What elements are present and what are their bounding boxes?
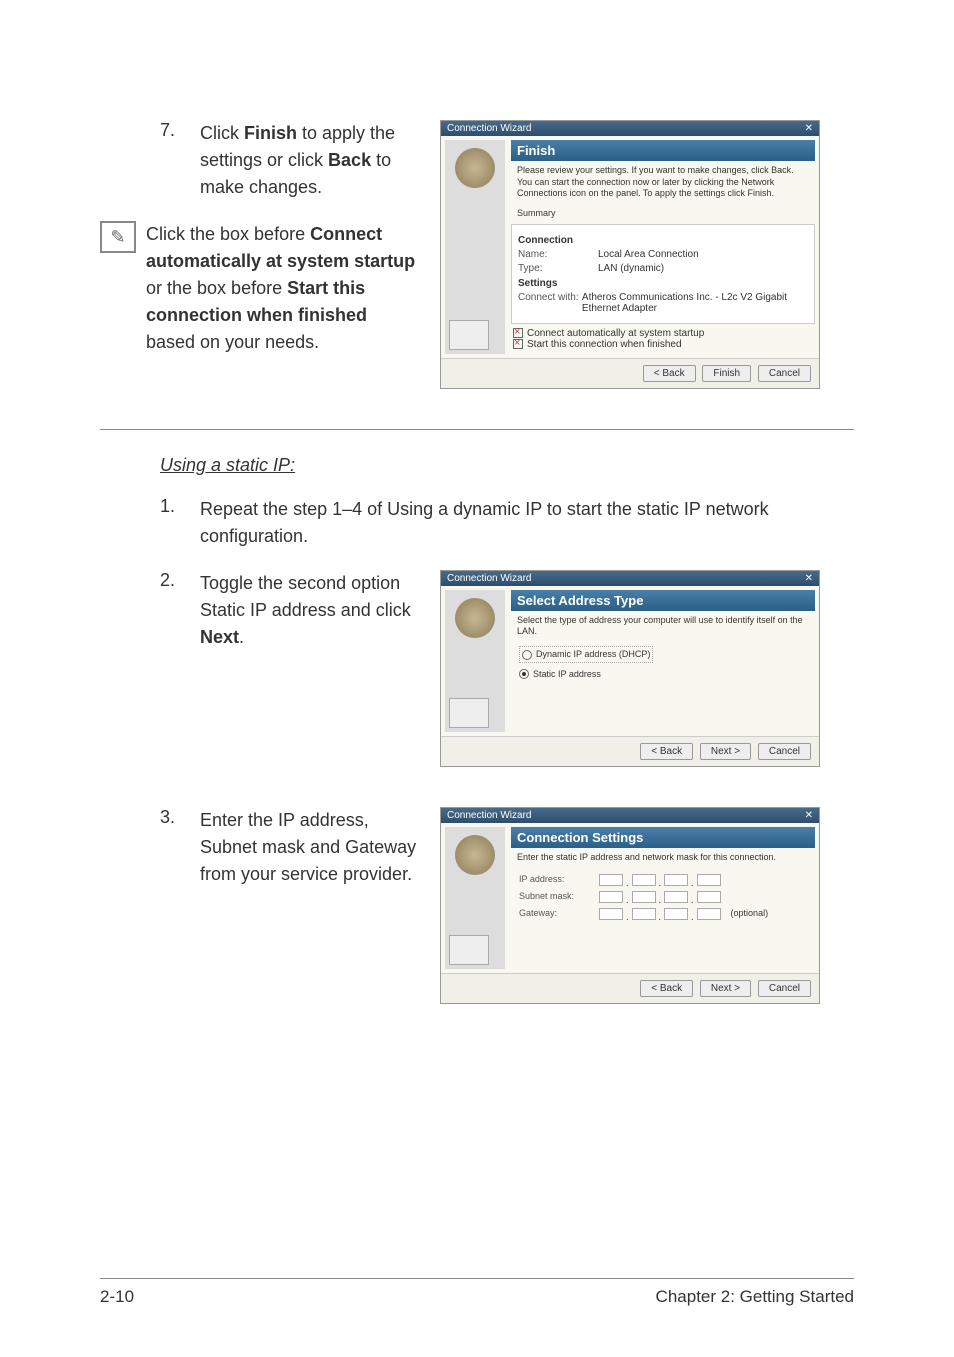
back-button[interactable]: < Back <box>640 980 693 997</box>
settings-heading: Settings <box>518 278 808 289</box>
step3-number: 3. <box>160 807 200 828</box>
step7-text: Click Finish to apply the settings or cl… <box>200 120 420 201</box>
step7-bold1: Finish <box>244 123 297 143</box>
cb1-label: Connect automatically at system startup <box>527 328 704 339</box>
wizard-finish-dialog: Connection Wizard ✕ Finish Please review … <box>440 120 820 389</box>
connectwith-label: Connect with: <box>518 292 582 314</box>
radio-dhcp[interactable] <box>522 650 532 660</box>
close-icon[interactable]: ✕ <box>805 810 813 821</box>
close-icon[interactable]: ✕ <box>805 123 813 134</box>
note-l1: Click the box before <box>146 224 310 244</box>
ip-input[interactable]: ... <box>599 874 721 888</box>
wizard-address-titlebar: Connection Wizard ✕ <box>441 571 819 586</box>
wizard-settings-desc: Enter the static IP address and network … <box>511 848 815 868</box>
chapter-title: Chapter 2: Getting Started <box>656 1287 854 1307</box>
step2-pre: Toggle the second option Static IP addre… <box>200 573 411 620</box>
summary-label: Summary <box>511 204 815 224</box>
cancel-button[interactable]: Cancel <box>758 743 811 760</box>
note-icon: ✎ <box>100 221 136 253</box>
using-static-ip-heading: Using a static IP: <box>100 455 854 476</box>
step7-bold2: Back <box>328 150 371 170</box>
gateway-label: Gateway: <box>519 908 599 922</box>
wizard-finish-titlebar: Connection Wizard ✕ <box>441 121 819 136</box>
wizard-address-title: Connection Wizard <box>447 573 531 584</box>
wizard-settings-dialog: Connection Wizard ✕ Connection Settings E… <box>440 807 820 1004</box>
step3-text: Enter the IP address, Subnet mask and Ga… <box>200 807 420 888</box>
next-button[interactable]: Next > <box>700 743 751 760</box>
wizard-address-header: Select Address Type <box>511 590 815 611</box>
wizard-sidebar-image <box>445 827 505 969</box>
subnet-label: Subnet mask: <box>519 891 599 905</box>
radio-static[interactable] <box>519 669 529 679</box>
step2-number: 2. <box>160 570 200 591</box>
subnet-input[interactable]: ... <box>599 891 721 905</box>
page-number: 2-10 <box>100 1287 134 1307</box>
step1-text: Repeat the step 1–4 of Using a dynamic I… <box>200 496 854 550</box>
step1-number: 1. <box>160 496 200 517</box>
gateway-input[interactable]: ... <box>599 908 721 922</box>
back-button[interactable]: < Back <box>640 743 693 760</box>
type-label: Type: <box>518 263 598 274</box>
static-label: Static IP address <box>533 669 601 679</box>
wizard-finish-header: Finish <box>511 140 815 161</box>
wizard-settings-title: Connection Wizard <box>447 810 531 821</box>
step7-pre: Click <box>200 123 244 143</box>
wizard-sidebar-image <box>445 590 505 732</box>
type-value: LAN (dynamic) <box>598 263 664 274</box>
step7-number: 7. <box>160 120 200 141</box>
back-button[interactable]: < Back <box>643 365 696 382</box>
step2-end: . <box>239 627 244 647</box>
wizard-finish-desc: Please review your settings. If you want… <box>511 161 815 204</box>
wizard-sidebar-image <box>445 140 505 354</box>
next-button[interactable]: Next > <box>700 980 751 997</box>
cb2-label: Start this connection when finished <box>527 339 682 350</box>
checkbox-start-finished[interactable] <box>513 339 523 349</box>
note-text: Click the box before Connect automatical… <box>146 221 420 356</box>
connection-heading: Connection <box>518 235 808 246</box>
dhcp-label: Dynamic IP address (DHCP) <box>536 649 650 659</box>
wizard-address-dialog: Connection Wizard ✕ Select Address Type S… <box>440 570 820 767</box>
step2-text: Toggle the second option Static IP addre… <box>200 570 420 651</box>
name-label: Name: <box>518 249 598 260</box>
name-value: Local Area Connection <box>598 249 699 260</box>
wizard-settings-header: Connection Settings <box>511 827 815 848</box>
wizard-finish-title: Connection Wizard <box>447 123 531 134</box>
cancel-button[interactable]: Cancel <box>758 365 811 382</box>
ip-label: IP address: <box>519 874 599 888</box>
wizard-address-desc: Select the type of address your computer… <box>511 611 815 642</box>
cancel-button[interactable]: Cancel <box>758 980 811 997</box>
optional-label: (optional) <box>731 908 769 922</box>
wizard-settings-titlebar: Connection Wizard ✕ <box>441 808 819 823</box>
connectwith-value: Atheros Communications Inc. - L2c V2 Gig… <box>582 292 808 314</box>
finish-button[interactable]: Finish <box>702 365 751 382</box>
close-icon[interactable]: ✕ <box>805 573 813 584</box>
step2-bold: Next <box>200 627 239 647</box>
note-l3: based on your needs. <box>146 332 319 352</box>
note-l2: or the box before <box>146 278 287 298</box>
